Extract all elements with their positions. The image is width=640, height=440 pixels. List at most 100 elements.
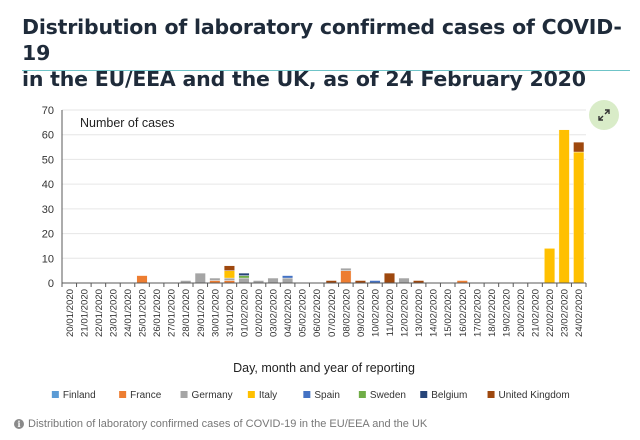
x-tick-label: 06/02/2020 — [312, 289, 323, 337]
x-tick-label: 26/01/2020 — [152, 289, 163, 337]
bar-segment — [573, 151, 585, 284]
y-tick-labels: 0 10 20 30 40 50 60 70 — [42, 105, 54, 290]
bar-segment — [238, 277, 250, 284]
legend-item: Belgium — [420, 390, 467, 401]
x-tick-label: 23/02/2020 — [560, 289, 571, 337]
y-tick-label: 0 — [48, 278, 54, 290]
x-tick-label: 13/02/2020 — [414, 289, 425, 337]
bar-segment — [282, 275, 294, 279]
legend-swatch — [247, 391, 255, 398]
info-icon: i — [14, 419, 24, 429]
legend-item: Italy — [247, 390, 277, 401]
x-tick-label: 21/01/2020 — [79, 289, 90, 337]
bar-segment — [209, 277, 221, 281]
bar-segment — [238, 272, 250, 276]
x-tick-label: 25/01/2020 — [138, 289, 149, 337]
legend: Finland France Germany Italy Spain Sweden Belg… — [51, 390, 570, 401]
x-tick-label: 24/02/2020 — [574, 289, 585, 337]
x-tick-label: 31/01/2020 — [225, 289, 236, 337]
legend-item: United Kingdom — [487, 390, 570, 401]
x-tick-label: 23/01/2020 — [108, 289, 119, 337]
legend-label: Sweden — [370, 390, 406, 401]
x-tick-label: 27/01/2020 — [167, 289, 178, 337]
x-tick-label: 03/02/2020 — [269, 289, 280, 337]
expand-icon — [598, 109, 610, 121]
axes — [61, 110, 586, 284]
legend-swatch — [420, 391, 428, 398]
x-tick-label: 16/02/2020 — [458, 289, 469, 337]
bar-segment — [340, 270, 352, 284]
x-tick-label: 22/01/2020 — [94, 289, 105, 337]
y-tick-label: 10 — [42, 253, 54, 265]
title-line-1: Distribution of laboratory confirmed cas… — [22, 15, 622, 65]
x-tick-label: 21/02/2020 — [531, 289, 542, 337]
y-axis-label: Number of cases — [80, 116, 174, 130]
x-tick-label: 02/02/2020 — [254, 289, 265, 337]
title-line-2: in the EU/EEA and the UK, as of 24 Febru… — [22, 67, 586, 91]
x-tick-label: 22/02/2020 — [545, 289, 556, 337]
legend-label: Finland — [63, 390, 96, 401]
x-tick-label: 10/02/2020 — [370, 289, 381, 337]
bar-segment — [223, 265, 235, 271]
x-axis-label: Day, month and year of reporting — [233, 361, 415, 375]
y-tick-label: 70 — [42, 105, 54, 117]
legend-swatch — [487, 391, 495, 398]
bar-segment — [340, 267, 352, 271]
x-tick-label: 30/01/2020 — [210, 289, 221, 337]
x-tick-labels: 20/01/2020 21/01/2020 22/01/2020 23/01/2020… — [61, 283, 587, 337]
y-tick-label: 30 — [42, 204, 54, 216]
x-tick-label: 07/02/2020 — [327, 289, 338, 337]
bar-segment — [282, 277, 294, 284]
y-tick-label: 20 — [42, 229, 54, 241]
bar-segment — [136, 275, 148, 284]
x-tick-label: 24/01/2020 — [123, 289, 134, 337]
bar-segment — [238, 275, 250, 279]
legend-label: Germany — [192, 390, 233, 401]
x-tick-label: 29/01/2020 — [196, 289, 207, 337]
y-tick-label: 60 — [42, 130, 54, 142]
x-tick-label: 12/02/2020 — [400, 289, 411, 337]
x-tick-label: 01/02/2020 — [239, 289, 250, 337]
expand-button[interactable] — [589, 100, 619, 130]
legend-item: Sweden — [358, 390, 406, 401]
x-tick-label: 09/02/2020 — [356, 289, 367, 337]
bar-segment — [194, 272, 206, 284]
y-tick-label: 50 — [42, 154, 54, 166]
legend-swatch — [180, 391, 188, 398]
legend-label: Spain — [314, 390, 340, 401]
legend-swatch — [119, 391, 127, 398]
x-tick-label: 17/02/2020 — [472, 289, 483, 337]
legend-item: Germany — [180, 390, 233, 401]
legend-label: United Kingdom — [499, 390, 570, 401]
x-tick-label: 18/02/2020 — [487, 289, 498, 337]
bar-segment — [223, 277, 235, 281]
legend-item: France — [119, 390, 162, 401]
bar-chart: 0 10 20 30 40 50 60 70 20/01/2020 21/01/2020 22/0… — [42, 105, 587, 401]
bar-segment — [398, 277, 410, 284]
x-tick-label: 28/01/2020 — [181, 289, 192, 337]
legend-swatch — [51, 391, 59, 398]
bar-segment — [267, 277, 279, 284]
title-divider — [22, 70, 630, 71]
legend-item: Spain — [303, 390, 340, 401]
chart-title: Distribution of laboratory confirmed cas… — [22, 14, 622, 92]
x-tick-label: 20/01/2020 — [65, 289, 76, 337]
legend-label: France — [130, 390, 162, 401]
y-gridlines — [62, 109, 586, 259]
bar-segment — [544, 248, 556, 284]
x-tick-label: 20/02/2020 — [516, 289, 527, 337]
x-tick-label: 15/02/2020 — [443, 289, 454, 337]
footer-caption: Distribution of laboratory confirmed cas… — [28, 418, 428, 430]
x-tick-label: 08/02/2020 — [341, 289, 352, 337]
legend-item: Finland — [51, 390, 96, 401]
legend-swatch — [303, 391, 311, 398]
chart-footer: i Distribution of laboratory confirmed c… — [14, 418, 427, 430]
y-tick-label: 40 — [42, 179, 54, 191]
legend-swatch — [358, 391, 366, 398]
x-tick-label: 19/02/2020 — [501, 289, 512, 337]
x-tick-label: 04/02/2020 — [283, 289, 294, 337]
x-tick-label: 11/02/2020 — [385, 289, 396, 336]
bar-segment — [558, 129, 570, 284]
bar-segment — [384, 272, 395, 284]
x-tick-label: 14/02/2020 — [429, 289, 440, 337]
